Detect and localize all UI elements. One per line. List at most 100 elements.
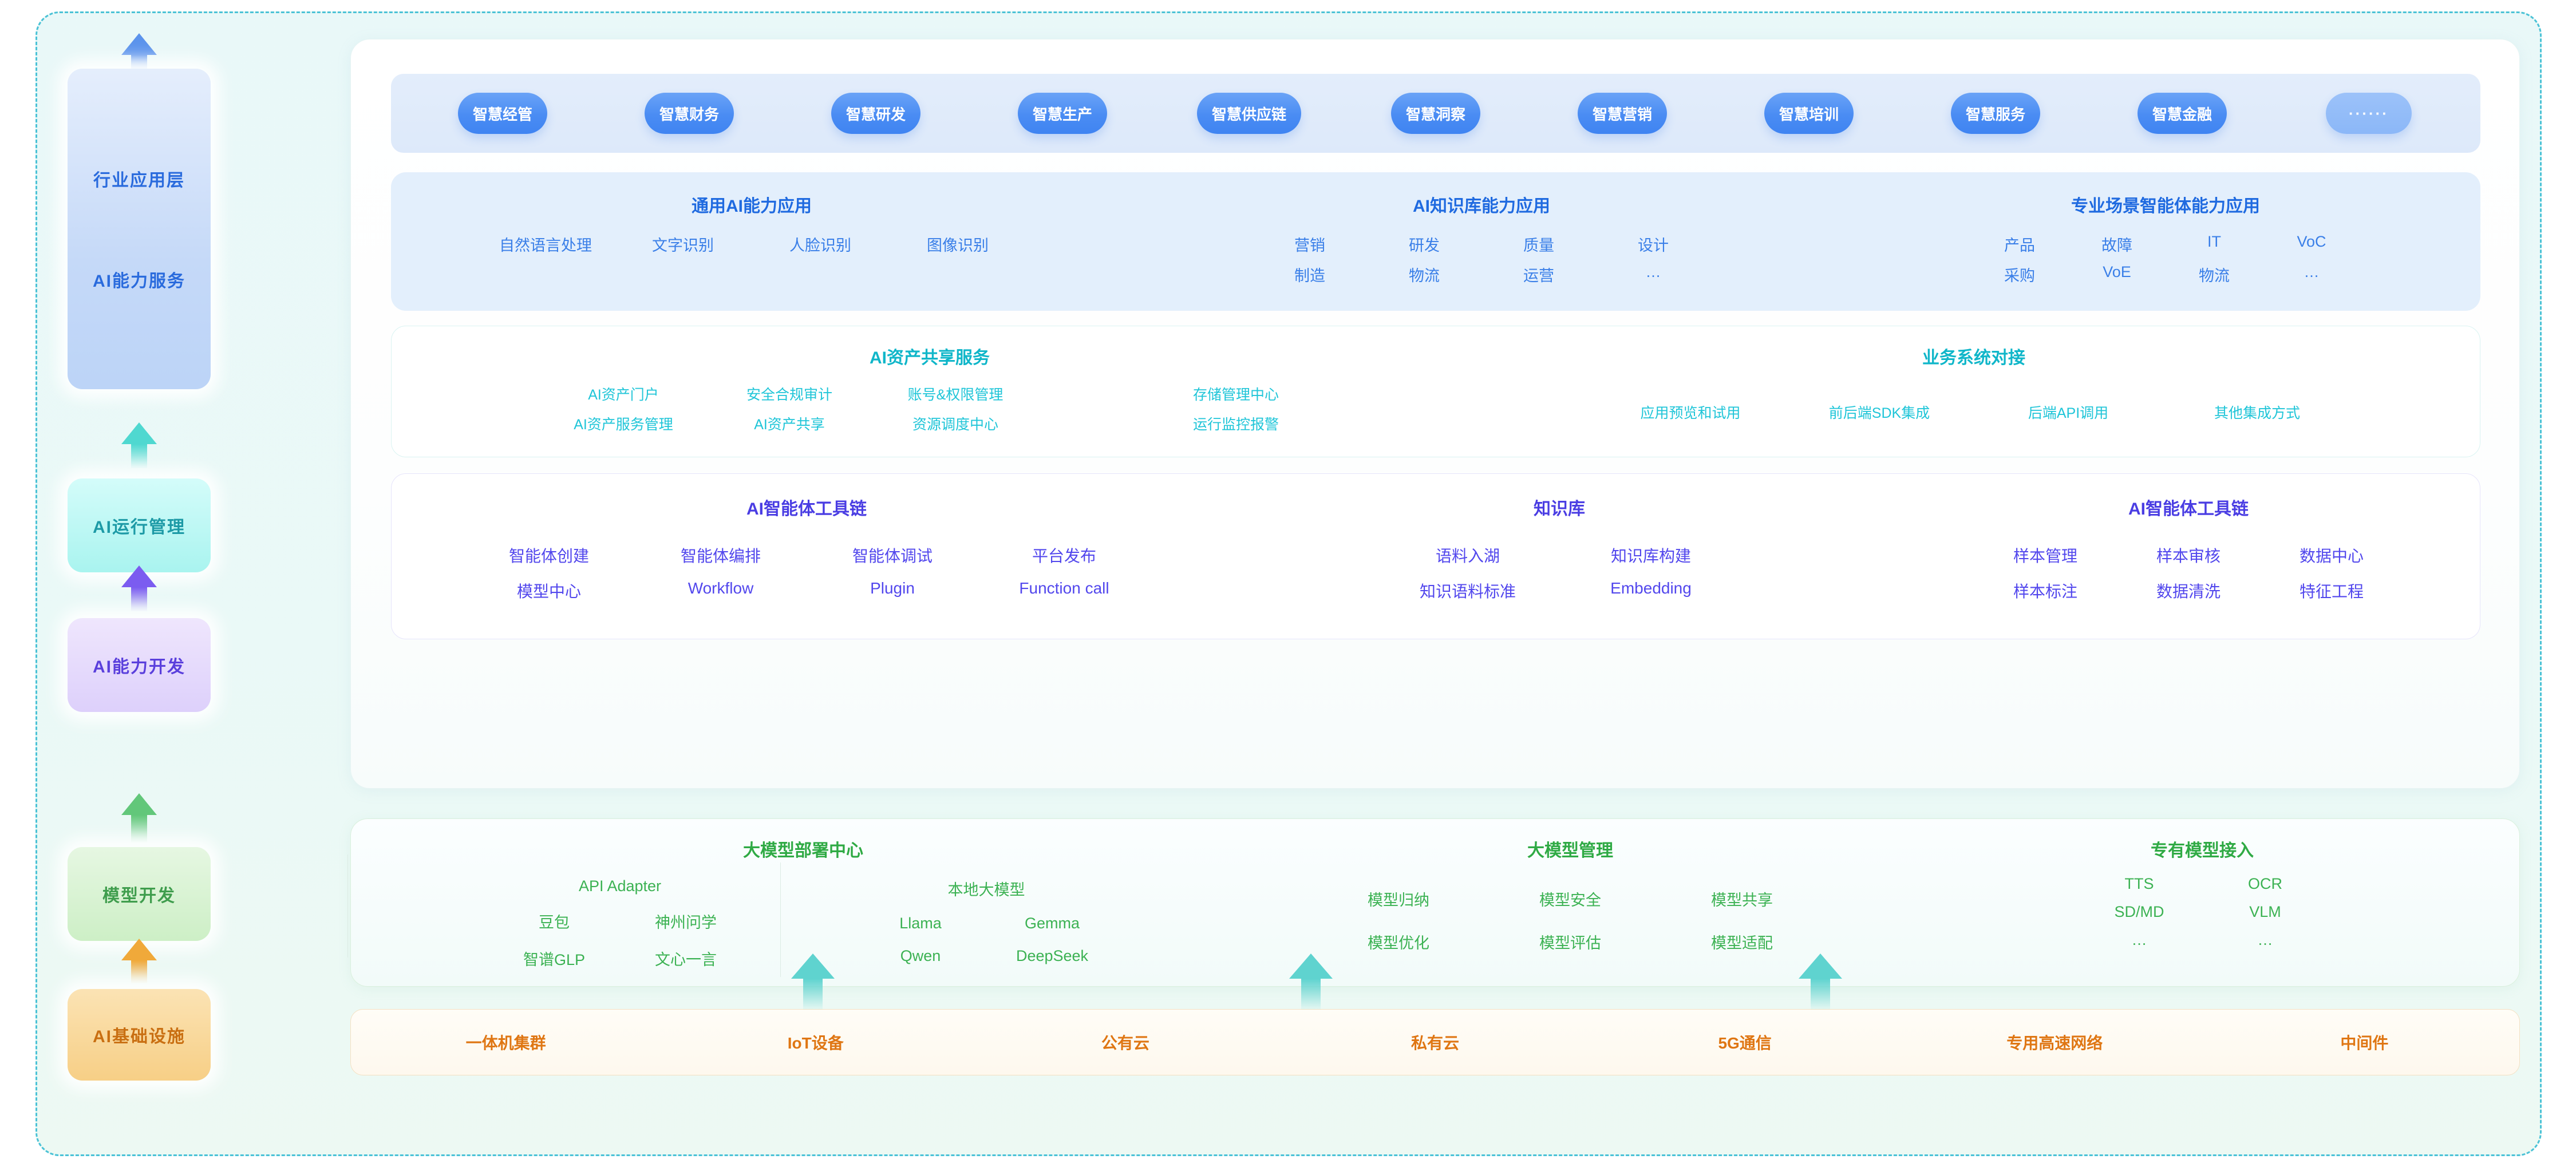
item-deepseek[interactable]: DeepSeek — [1016, 947, 1089, 964]
item-5g-communication[interactable]: 5G通信 — [1718, 1034, 1772, 1052]
item-account-permission-mgmt[interactable]: 账号&权限管理 — [907, 387, 1003, 403]
item-agent-orchestration[interactable]: 智能体编排 — [680, 547, 761, 565]
item-middleware[interactable]: 中间件 — [2340, 1034, 2389, 1052]
item-pro-voe[interactable]: VoE — [2103, 263, 2131, 280]
item-sample-mgmt[interactable]: 样本管理 — [2013, 547, 2077, 565]
item-model-adaptation[interactable]: 模型适配 — [1711, 935, 1773, 952]
item-runtime-monitoring-alarm[interactable]: 运行监控报警 — [1192, 417, 1279, 433]
item-pro-it[interactable]: IT — [2207, 233, 2221, 250]
item-workflow[interactable]: Workflow — [688, 579, 754, 597]
item-model-induction[interactable]: 模型归纳 — [1368, 892, 1429, 909]
item-model-center[interactable]: 模型中心 — [516, 583, 581, 600]
item-model-sharing[interactable]: 模型共享 — [1711, 892, 1773, 909]
item-function-call[interactable]: Function call — [1019, 579, 1109, 597]
item-agent-debug[interactable]: 智能体调试 — [852, 547, 933, 565]
item-iot-device[interactable]: IoT设备 — [787, 1034, 844, 1052]
item-feature-engineering[interactable]: 特征工程 — [2299, 583, 2364, 600]
item-kb-rd[interactable]: 研发 — [1409, 237, 1440, 254]
pill-smart-rd[interactable]: 智慧研发 — [783, 93, 969, 134]
item-kb-construction[interactable]: 知识库构建 — [1610, 547, 1691, 565]
pill-smart-service[interactable]: 智慧服务 — [1902, 93, 2089, 134]
item-kb-manufacturing[interactable]: 制造 — [1294, 267, 1325, 284]
item-kb-more[interactable]: … — [1645, 263, 1661, 280]
private-model-row-1: TTS OCR — [1885, 875, 2519, 893]
item-kb-quality[interactable]: 质量 — [1523, 237, 1554, 254]
item-pro-more[interactable]: … — [2304, 263, 2320, 280]
item-gemma[interactable]: Gemma — [1024, 915, 1080, 932]
item-resource-scheduling-center[interactable]: 资源调度中心 — [912, 417, 998, 433]
item-tts[interactable]: TTS — [2124, 875, 2154, 892]
model-deploy-center-panel: 大模型部署中心 API Adapter 豆包 神州问学 智谱GLP 文心一言 — [351, 819, 1255, 986]
layer-label-industry-app: 行业应用层 — [93, 171, 185, 190]
item-qwen[interactable]: Qwen — [900, 947, 941, 964]
item-zhipu-glp[interactable]: 智谱GLP — [523, 951, 586, 968]
item-other-integration[interactable]: 其他集成方式 — [2214, 405, 2300, 421]
item-ocr[interactable]: OCR — [2248, 875, 2282, 892]
item-pro-product[interactable]: 产品 — [2004, 237, 2035, 254]
pill-smart-finance[interactable]: 智慧财务 — [596, 93, 783, 134]
item-model-evaluation[interactable]: 模型评估 — [1539, 935, 1601, 952]
item-llama[interactable]: Llama — [899, 915, 942, 932]
item-image-recognition[interactable]: 图像识别 — [927, 237, 989, 254]
item-pro-voc[interactable]: VoC — [2297, 233, 2326, 250]
item-embedding[interactable]: Embedding — [1610, 579, 1692, 597]
item-shenzhou-wenxue[interactable]: 神州问学 — [655, 914, 717, 931]
item-security-compliance-audit[interactable]: 安全合规审计 — [746, 387, 832, 403]
item-model-security[interactable]: 模型安全 — [1539, 892, 1601, 909]
item-ocr-text[interactable]: 文字识别 — [652, 237, 714, 254]
private-left-divider — [347, 854, 348, 958]
pill-smart-insight[interactable]: 智慧洞察 — [1342, 93, 1529, 134]
item-kb-operations[interactable]: 运营 — [1523, 267, 1554, 284]
item-kb-design[interactable]: 设计 — [1638, 237, 1669, 254]
item-doubao[interactable]: 豆包 — [539, 914, 570, 931]
item-app-preview-trial[interactable]: 应用预览和试用 — [1640, 405, 1741, 421]
layer-ai-capability-development[interactable]: AI能力开发 — [68, 618, 211, 712]
layer-model-development[interactable]: 模型开发 — [68, 847, 211, 941]
item-agent-create[interactable]: 智能体创建 — [508, 547, 589, 565]
item-platform-publish[interactable]: 平台发布 — [1032, 547, 1096, 565]
pill-smart-marketing[interactable]: 智慧营销 — [1529, 93, 1716, 134]
item-model-optimization[interactable]: 模型优化 — [1368, 935, 1429, 952]
item-ai-asset-portal[interactable]: AI资产门户 — [588, 387, 659, 403]
pill-smart-finance-fin[interactable]: 智慧金融 — [2089, 93, 2275, 134]
item-pro-logistics[interactable]: 物流 — [2199, 267, 2230, 284]
pill-smart-production[interactable]: 智慧生产 — [969, 93, 1156, 134]
item-storage-mgmt-center[interactable]: 存储管理中心 — [1192, 387, 1279, 403]
item-ai-asset-service-mgmt[interactable]: AI资产服务管理 — [574, 417, 673, 433]
item-face-recognition[interactable]: 人脸识别 — [789, 237, 851, 254]
model-layer-card: 大模型部署中心 API Adapter 豆包 神州问学 智谱GLP 文心一言 — [347, 818, 2520, 987]
item-corpus-into-lake[interactable]: 语料入湖 — [1435, 547, 1500, 565]
item-data-cleaning[interactable]: 数据清洗 — [2156, 583, 2221, 600]
layer-ai-runtime-management[interactable]: AI运行管理 — [68, 478, 211, 572]
pill-smart-supply-chain[interactable]: 智慧供应链 — [1156, 93, 1342, 134]
item-sd-md[interactable]: SD/MD — [2114, 903, 2164, 920]
pill-more[interactable]: ······ — [2275, 93, 2462, 134]
business-system-integration-panel: 业务系统对接 应用预览和试用 前后端SDK集成 后端API调用 其他集成方式 — [1468, 326, 2480, 457]
item-dedicated-high-speed-network[interactable]: 专用高速网络 — [2006, 1034, 2103, 1052]
agent-row-1: 智能体创建 智能体编排 智能体调试 平台发布 — [392, 544, 1222, 567]
item-sample-annotation[interactable]: 样本标注 — [2013, 583, 2077, 600]
item-public-cloud[interactable]: 公有云 — [1101, 1034, 1149, 1052]
pill-smart-training[interactable]: 智慧培训 — [1716, 93, 1902, 134]
item-backend-api-call[interactable]: 后端API调用 — [2028, 405, 2109, 421]
item-frontend-backend-sdk[interactable]: 前后端SDK集成 — [1828, 405, 1930, 421]
pill-smart-management[interactable]: 智慧经管 — [409, 93, 596, 134]
item-plugin[interactable]: Plugin — [870, 579, 915, 597]
general-ai-row-1: 自然语言处理 文字识别 人脸识别 图像识别 — [391, 233, 1112, 255]
item-private-cloud[interactable]: 私有云 — [1411, 1034, 1459, 1052]
item-pro-fault[interactable]: 故障 — [2101, 237, 2132, 254]
item-ai-asset-share[interactable]: AI资产共享 — [754, 417, 825, 433]
item-sample-review[interactable]: 样本审核 — [2156, 547, 2221, 565]
item-all-in-one-cluster[interactable]: 一体机集群 — [465, 1034, 546, 1052]
item-kb-marketing[interactable]: 营销 — [1294, 237, 1325, 254]
item-kb-logistics[interactable]: 物流 — [1409, 267, 1440, 284]
layer-industry-application[interactable]: 行业应用层 AI能力服务 — [68, 69, 211, 389]
item-vlm[interactable]: VLM — [2249, 903, 2281, 920]
item-knowledge-corpus-standard[interactable]: 知识语料标准 — [1419, 583, 1516, 600]
item-data-center[interactable]: 数据中心 — [2299, 547, 2364, 565]
api-adapter-row-1: 豆包 神州问学 — [437, 910, 803, 932]
item-nlp[interactable]: 自然语言处理 — [499, 237, 592, 254]
item-wenxin-yiyan[interactable]: 文心一言 — [655, 951, 717, 968]
item-pro-procurement[interactable]: 采购 — [2004, 267, 2035, 284]
layer-ai-infrastructure[interactable]: AI基础设施 — [68, 989, 211, 1081]
